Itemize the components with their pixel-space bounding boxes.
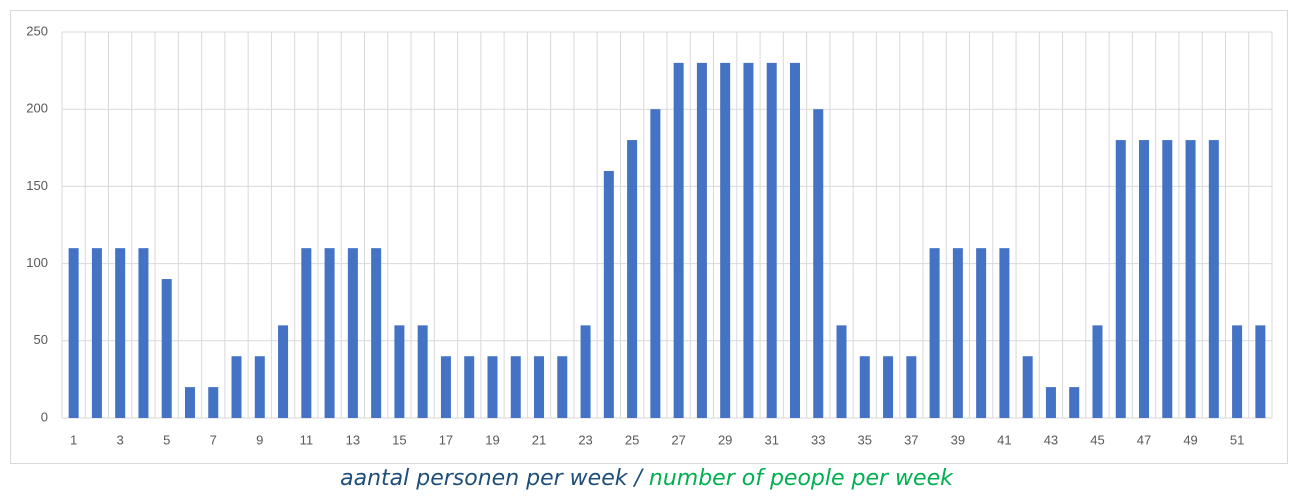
bar	[440, 356, 451, 418]
bar	[789, 62, 800, 418]
bar	[1185, 140, 1196, 418]
x-tick-label: 29	[718, 432, 732, 447]
bar	[929, 248, 940, 418]
bar	[347, 248, 358, 418]
bar	[859, 356, 870, 418]
bar	[603, 170, 614, 418]
bar	[68, 248, 79, 418]
bar	[1069, 387, 1080, 418]
bar	[464, 356, 475, 418]
bar	[371, 248, 382, 418]
bar	[510, 356, 521, 418]
bar	[976, 248, 987, 418]
bar	[952, 248, 963, 418]
x-tick-label: 31	[764, 432, 778, 447]
y-tick-label: 0	[41, 409, 48, 424]
bar	[999, 248, 1010, 418]
bar	[1162, 140, 1173, 418]
bar	[1045, 387, 1056, 418]
x-tick-label: 43	[1044, 432, 1058, 447]
bar	[394, 325, 405, 418]
x-tick-label: 39	[951, 432, 965, 447]
x-tick-label: 25	[625, 432, 639, 447]
x-tick-label: 11	[300, 432, 314, 447]
bar	[906, 356, 917, 418]
bar	[91, 248, 102, 418]
x-tick-label: 41	[997, 432, 1011, 447]
bar	[324, 248, 335, 418]
x-tick-label: 19	[485, 432, 499, 447]
bar	[813, 109, 824, 418]
y-tick-label: 150	[26, 178, 48, 193]
x-tick-label: 17	[439, 432, 453, 447]
x-tick-label: 47	[1137, 432, 1151, 447]
bar	[627, 140, 638, 418]
caption: aantal personen per week / number of peop…	[0, 466, 1293, 491]
bar	[1115, 140, 1126, 418]
bar	[161, 279, 172, 418]
bar	[231, 356, 242, 418]
bar	[743, 62, 754, 418]
bar	[1208, 140, 1219, 418]
x-tick-label: 9	[256, 432, 263, 447]
bar	[1255, 325, 1266, 418]
bar	[254, 356, 265, 418]
x-tick-label: 27	[671, 432, 685, 447]
x-tick-label: 21	[532, 432, 546, 447]
x-tick-label: 15	[392, 432, 406, 447]
bar	[1092, 325, 1103, 418]
caption-nl: aantal personen per week /	[340, 466, 642, 491]
bar	[580, 325, 591, 418]
x-tick-label: 23	[578, 432, 592, 447]
bar	[1232, 325, 1243, 418]
y-tick-label: 50	[34, 332, 48, 347]
x-tick-label: 37	[904, 432, 918, 447]
bar	[1022, 356, 1033, 418]
bar	[301, 248, 312, 418]
bar	[534, 356, 545, 418]
bar	[650, 109, 661, 418]
y-tick-label: 100	[26, 255, 48, 270]
bar	[208, 387, 219, 418]
bar	[673, 62, 684, 418]
x-tick-label: 33	[811, 432, 825, 447]
bar	[557, 356, 568, 418]
x-tick-label: 49	[1183, 432, 1197, 447]
x-tick-label: 3	[117, 432, 124, 447]
bar	[278, 325, 289, 418]
bar	[696, 62, 707, 418]
x-tick-label: 13	[346, 432, 360, 447]
x-tick-label: 7	[210, 432, 217, 447]
bar	[1139, 140, 1150, 418]
x-tick-label: 35	[858, 432, 872, 447]
x-tick-label: 5	[163, 432, 170, 447]
x-tick-label: 51	[1230, 432, 1244, 447]
bar	[766, 62, 777, 418]
bar	[417, 325, 428, 418]
bar	[115, 248, 126, 418]
bar	[487, 356, 498, 418]
x-tick-label: 45	[1090, 432, 1104, 447]
y-tick-label: 200	[26, 101, 48, 116]
bar	[720, 62, 731, 418]
bar	[883, 356, 894, 418]
bar	[184, 387, 195, 418]
x-tick-label: 1	[70, 432, 77, 447]
caption-en: number of people per week	[648, 466, 953, 491]
y-tick-label: 250	[26, 23, 48, 38]
bar	[836, 325, 847, 418]
bar	[138, 248, 149, 418]
